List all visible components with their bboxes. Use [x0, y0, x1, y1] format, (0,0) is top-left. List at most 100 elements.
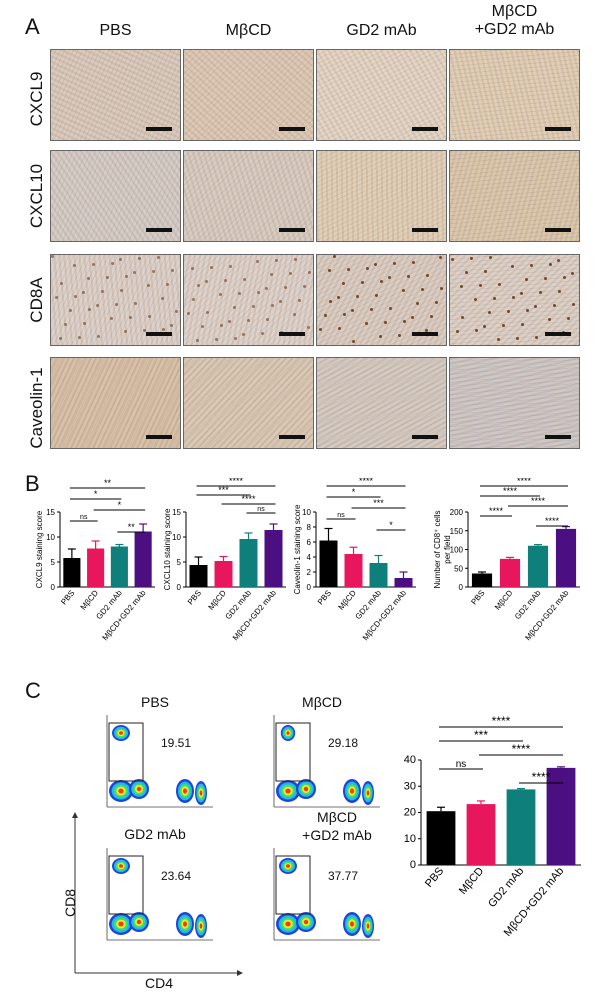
flow-density-contour: [366, 790, 370, 796]
cd8-positive-cell: [242, 333, 245, 336]
cd8-positive-cell: [563, 276, 566, 279]
cd8-positive-cell: [535, 336, 538, 339]
significance-label: ****: [531, 496, 546, 506]
flow-density-contour: [136, 786, 142, 792]
cd8-positive-cell: [124, 330, 127, 333]
y-tick-label: 6: [307, 538, 312, 547]
cd8-positive-cell: [389, 307, 392, 310]
cd8-positive-cell: [229, 265, 232, 268]
significance-label: ns: [257, 506, 265, 513]
bar-0: [319, 540, 338, 587]
cd8-positive-cell: [557, 259, 560, 262]
cd8-positive-cell: [270, 273, 273, 276]
flow-density-contour: [303, 786, 309, 792]
cd8-positive-cell: [375, 294, 378, 297]
flow-plot-3: 37.77: [273, 848, 380, 941]
scale-bar: [545, 332, 571, 336]
y-tick-label: 200: [450, 508, 464, 517]
cd8-positive-cell: [558, 290, 561, 293]
x-tick-label: MβCD: [206, 588, 228, 611]
cd8-positive-cell: [328, 269, 331, 272]
x-tick-label: PBS: [469, 589, 486, 607]
scale-bar: [279, 127, 305, 131]
cd8-positive-cell: [110, 317, 113, 320]
scale-bar: [146, 332, 172, 336]
bar-2: [239, 539, 258, 587]
cd8-positive-cell: [393, 262, 396, 265]
cd8-positive-cell: [571, 272, 574, 275]
cd8-positive-cell: [548, 318, 551, 321]
cd8-positive-cell: [516, 337, 519, 340]
bar-1: [87, 548, 105, 587]
scale-bar: [412, 435, 438, 439]
y-tick-label: 15: [46, 508, 55, 517]
x-tick-label: MβCD+GD2 mAb: [231, 588, 278, 642]
bar-2: [110, 546, 128, 587]
cd8-positive-cell: [553, 304, 556, 307]
cd8-positive-cell: [192, 298, 195, 301]
cd8-positive-cell: [197, 284, 200, 287]
cd8-positive-cell: [252, 305, 255, 308]
bar-0: [471, 573, 493, 587]
flow-density-contour: [350, 788, 354, 794]
cd8-positive-cell: [215, 338, 218, 341]
bar-3: [394, 578, 413, 587]
panel-c-letter: C: [25, 678, 41, 703]
flow-ylabel: CD8: [62, 888, 79, 918]
cd8-positive-cell: [460, 285, 463, 288]
significance-label: *: [389, 520, 393, 530]
ihc-image-cxcl9-gd2: [316, 49, 447, 141]
y-tick-label: 30: [404, 780, 416, 792]
cd8-positive-cell: [319, 328, 322, 331]
cd8-positive-cell: [342, 282, 345, 285]
y-tick-label: 0: [410, 859, 416, 871]
chart-cd8-count: 0 50 100 150 200 Number of CD8⁺ cells per fiel…: [433, 478, 580, 642]
cd8-positive-cell: [289, 272, 292, 275]
y-axis-label: per field: [443, 535, 452, 563]
flow-density-contour: [183, 921, 187, 927]
ihc-image-caveolin-combo: [449, 357, 580, 449]
flow-density-contour: [285, 788, 291, 794]
flow-title-combo: MβCD +GD2 mAb: [302, 809, 372, 843]
cd8-positive-cell: [521, 323, 524, 326]
flow-density-contour: [199, 923, 203, 929]
cd8-positive-cell: [115, 303, 118, 306]
cd8-positive-cell: [275, 259, 278, 262]
bar-2: [506, 789, 536, 865]
significance-label: ****: [532, 770, 551, 784]
cd8-positive-cell: [247, 319, 250, 322]
cd8-positive-cell: [162, 328, 165, 331]
cd8-positive-cell: [425, 329, 428, 332]
x-tick-label: GD2 mAb: [486, 865, 526, 910]
cd8-positive-cell: [148, 315, 151, 318]
cd8-positive-cell: [483, 325, 486, 328]
scale-bar: [545, 435, 571, 439]
bar-1: [499, 558, 521, 587]
y-tick-label: 5: [177, 558, 182, 567]
cd8-positive-cell: [92, 263, 95, 266]
flow-density-contour: [183, 788, 187, 794]
column-header-gd2: GD2 mAb: [346, 22, 417, 39]
cd8-positive-cell: [470, 257, 473, 260]
significance-label: ****: [503, 486, 518, 496]
cd8-positive-cell: [191, 267, 194, 270]
cd8-positive-cell: [379, 335, 382, 338]
cd8-positive-cell: [120, 289, 123, 292]
y-tick-label: 10: [302, 508, 311, 517]
significance-label: **: [128, 522, 136, 532]
scale-bar: [146, 435, 172, 439]
flow-density-contour: [285, 921, 291, 927]
cd8-positive-cell: [234, 337, 237, 340]
row-label-cd8a: CD8A: [27, 277, 46, 323]
cd8-positive-cell: [511, 265, 514, 268]
cd8-positive-cell: [416, 302, 419, 305]
flow-gate-percent: 37.77: [328, 869, 358, 883]
cd8-positive-cell: [421, 288, 424, 291]
cd8-positive-cell: [138, 257, 141, 260]
y-tick-label: 0: [307, 583, 312, 592]
bar-0: [63, 558, 81, 587]
flow-plot-2: 23.64: [106, 848, 213, 941]
cd8-positive-cell: [284, 286, 287, 289]
cd8-positive-cell: [384, 321, 387, 324]
cd8-positive-cell: [370, 308, 373, 311]
